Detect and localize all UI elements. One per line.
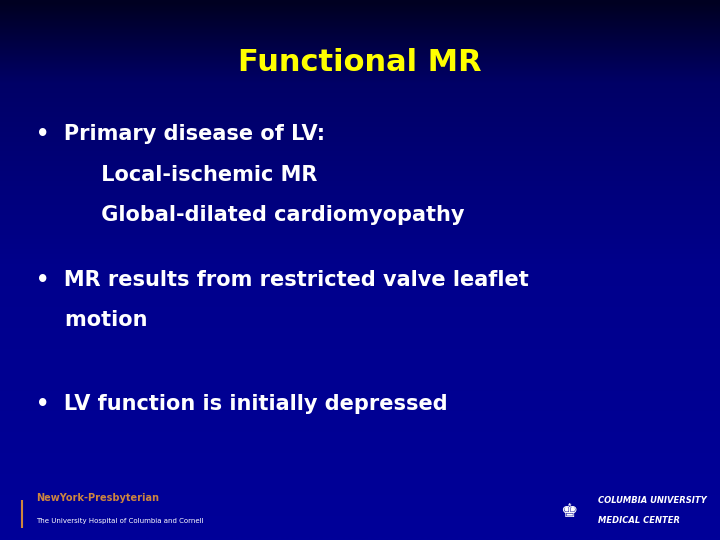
Text: Global-dilated cardiomyopathy: Global-dilated cardiomyopathy	[36, 205, 464, 225]
Text: The University Hospital of Columbia and Cornell: The University Hospital of Columbia and …	[36, 518, 204, 524]
Text: NewYork-Presbyterian: NewYork-Presbyterian	[36, 493, 159, 503]
Text: COLUMBIA UNIVERSITY: COLUMBIA UNIVERSITY	[598, 496, 706, 505]
Text: ♚: ♚	[560, 502, 577, 521]
Text: motion: motion	[36, 310, 148, 330]
Text: Functional MR: Functional MR	[238, 48, 482, 77]
Text: •  LV function is initially depressed: • LV function is initially depressed	[36, 394, 448, 414]
Text: Local-ischemic MR: Local-ischemic MR	[36, 165, 318, 185]
Text: MEDICAL CENTER: MEDICAL CENTER	[598, 516, 680, 525]
Text: •  MR results from restricted valve leaflet: • MR results from restricted valve leafl…	[36, 270, 528, 290]
Text: •  Primary disease of LV:: • Primary disease of LV:	[36, 124, 325, 144]
